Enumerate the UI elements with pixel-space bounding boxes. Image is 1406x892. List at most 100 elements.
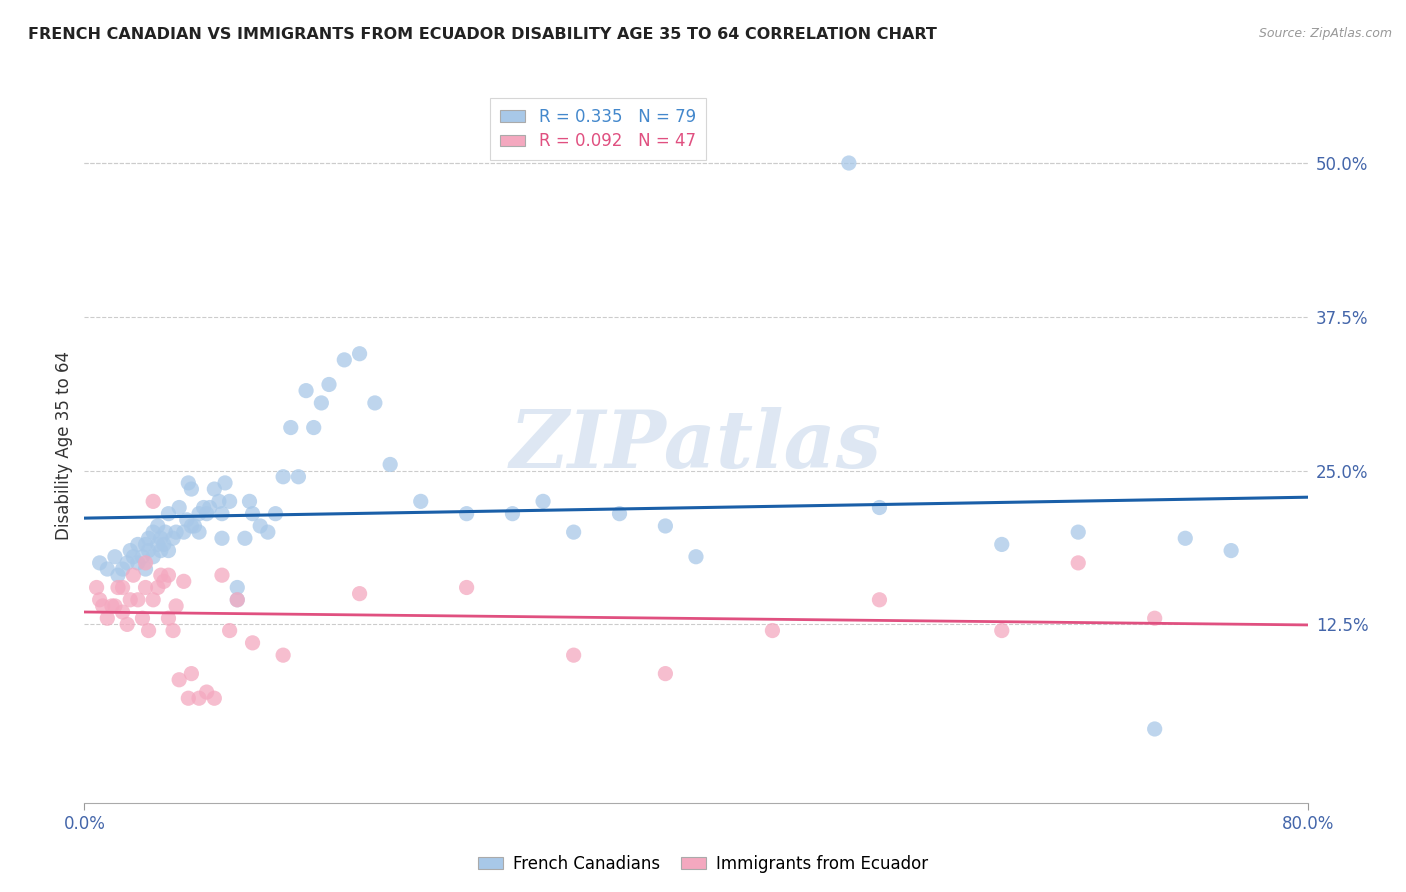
Point [869, 500, 891, 515]
Point [202, 691, 225, 706]
Text: ZIPatlas: ZIPatlas [510, 408, 882, 484]
Point [218, 624, 240, 638]
Point [142, 494, 165, 508]
Point [180, 666, 202, 681]
Point [364, 396, 387, 410]
Point [135, 581, 157, 595]
Point [409, 494, 432, 508]
Point [86, 581, 108, 595]
Point [131, 611, 153, 625]
Point [127, 537, 149, 551]
Point [318, 377, 340, 392]
Point [654, 519, 676, 533]
Point [242, 636, 264, 650]
Point [869, 592, 891, 607]
Point [173, 574, 195, 589]
Point [302, 420, 325, 434]
Point [111, 562, 134, 576]
Point [502, 507, 524, 521]
Point [271, 469, 294, 483]
Point [349, 347, 371, 361]
Point [349, 587, 371, 601]
Point [146, 581, 169, 595]
Point [609, 507, 631, 521]
Point [127, 556, 149, 570]
Point [111, 581, 134, 595]
Point [107, 568, 129, 582]
Point [165, 525, 187, 540]
Point [991, 624, 1014, 638]
Point [180, 519, 202, 533]
Point [183, 519, 205, 533]
Point [115, 556, 138, 570]
Point [120, 543, 142, 558]
Point [149, 543, 172, 558]
Point [131, 549, 153, 564]
Point [91, 599, 114, 613]
Point [211, 531, 233, 545]
Point [157, 543, 180, 558]
Point [153, 574, 176, 589]
Point [531, 494, 554, 508]
Text: Source: ZipAtlas.com: Source: ZipAtlas.com [1258, 27, 1392, 40]
Point [271, 648, 294, 662]
Point [157, 611, 180, 625]
Point [562, 648, 585, 662]
Point [138, 543, 160, 558]
Point [456, 581, 478, 595]
Point [120, 592, 142, 607]
Point [127, 592, 149, 607]
Point [226, 581, 249, 595]
Legend: French Canadians, Immigrants from Ecuador: French Canadians, Immigrants from Ecuado… [471, 848, 935, 880]
Point [242, 507, 264, 521]
Point [167, 673, 190, 687]
Y-axis label: Disability Age 35 to 64: Disability Age 35 to 64 [55, 351, 73, 541]
Point [218, 494, 240, 508]
Point [135, 562, 157, 576]
Point [761, 624, 783, 638]
Point [149, 531, 172, 545]
Point [142, 549, 165, 564]
Point [295, 384, 318, 398]
Point [142, 525, 165, 540]
Point [1067, 556, 1090, 570]
Text: FRENCH CANADIAN VS IMMIGRANTS FROM ECUADOR DISABILITY AGE 35 TO 64 CORRELATION C: FRENCH CANADIAN VS IMMIGRANTS FROM ECUAD… [28, 27, 936, 42]
Point [1067, 525, 1090, 540]
Point [177, 691, 200, 706]
Point [146, 519, 169, 533]
Point [104, 599, 127, 613]
Point [157, 568, 180, 582]
Point [208, 494, 231, 508]
Point [214, 475, 236, 490]
Point [188, 507, 211, 521]
Point [165, 599, 187, 613]
Point [264, 507, 287, 521]
Point [89, 556, 111, 570]
Point [562, 525, 585, 540]
Point [188, 691, 211, 706]
Point [162, 531, 184, 545]
Point [135, 537, 157, 551]
Point [162, 624, 184, 638]
Point [1174, 531, 1197, 545]
Point [167, 500, 190, 515]
Point [138, 624, 160, 638]
Point [211, 568, 233, 582]
Point [138, 531, 160, 545]
Point [111, 605, 134, 619]
Point [685, 549, 707, 564]
Point [146, 537, 169, 551]
Point [456, 507, 478, 521]
Point [142, 592, 165, 607]
Point [177, 475, 200, 490]
Point [380, 458, 402, 472]
Point [155, 525, 177, 540]
Point [198, 500, 221, 515]
Point [195, 685, 218, 699]
Point [838, 156, 860, 170]
Point [257, 525, 280, 540]
Point [1143, 722, 1166, 736]
Point [280, 420, 302, 434]
Point [96, 562, 118, 576]
Point [195, 507, 218, 521]
